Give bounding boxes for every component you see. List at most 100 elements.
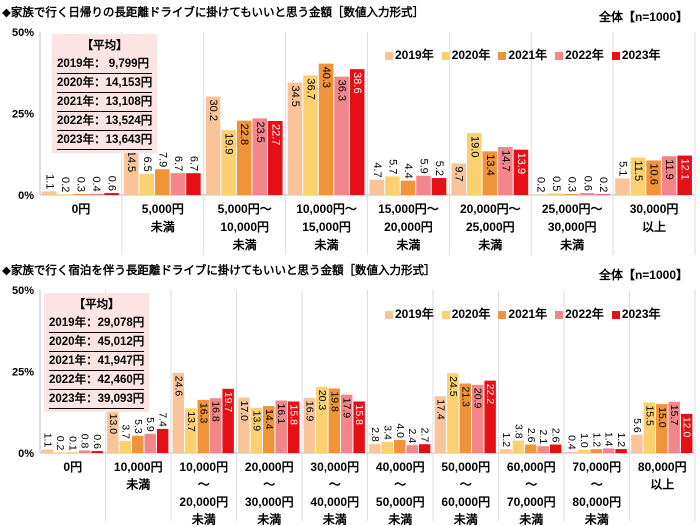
bar-2019年 (205, 96, 221, 195)
bar-2021年 (564, 194, 579, 195)
data-label: 13.9 (515, 153, 527, 174)
data-label: 4.0 (394, 423, 406, 438)
data-label: 24.5 (447, 376, 459, 397)
data-label: 5.9 (144, 417, 156, 432)
average-line: 2023年：13,643円 (57, 131, 153, 150)
average-line: 2019年： 9,799円 (57, 55, 153, 74)
data-label: 0.4 (565, 435, 577, 450)
bar-2019年 (42, 191, 57, 195)
bar-2019年 (41, 449, 54, 453)
bar-2023年 (91, 451, 103, 453)
data-label: 0.2 (59, 177, 71, 192)
category-label: 70,000円 (507, 495, 556, 509)
category-label: 20,000円 (384, 220, 433, 234)
category-label: ～ (198, 478, 210, 492)
bar-2022年 (209, 398, 222, 453)
category-label: 80,000円 (638, 460, 687, 474)
average-box: 【平均】 2019年： 9,799円 2020年：14,153円 2021年：13,1… (52, 34, 158, 153)
data-label: 0.6 (581, 176, 593, 191)
data-label: 34.5 (289, 86, 301, 107)
bar-2021年 (73, 194, 88, 195)
bar-2021年 (132, 435, 144, 453)
data-label: 1.2 (500, 432, 512, 447)
bar-2020年 (447, 373, 459, 453)
legend-label: 2019年 (395, 48, 434, 62)
legend: 2019年 2020年 2021年 2022年 2023年 (385, 46, 661, 63)
category-label: 50,000円 (376, 495, 425, 509)
average-line: 2021年：13,108円 (57, 93, 153, 112)
average-line: 2023年：39,093円 (49, 390, 145, 409)
data-label: 5.1 (616, 161, 628, 176)
legend-item: 2021年 (498, 46, 547, 63)
bar-2020年 (630, 157, 646, 195)
data-label: 1.4 (603, 432, 615, 447)
category-label: 未満 (518, 512, 543, 526)
category-label: 未満 (395, 237, 420, 252)
category-label: 30,000円 (548, 220, 597, 234)
bar-2020年 (381, 441, 394, 453)
category-label: 以上 (642, 219, 666, 234)
legend-swatch (385, 310, 393, 319)
data-label: 12.0 (681, 417, 693, 438)
data-label: 0.8 (79, 434, 91, 449)
y-tick-label: 0% (18, 448, 34, 460)
bar-2021年 (400, 180, 416, 195)
average-box: 【平均】 2019年：29,078円 2020年：45,012円 2021年：41,9… (44, 293, 150, 412)
bar-2021年 (236, 120, 252, 195)
average-line: 2019年：29,078円 (49, 314, 145, 333)
bar-2022年 (275, 400, 287, 453)
data-label: 38.6 (351, 72, 363, 93)
category-label: 30,000円 (630, 202, 679, 216)
bar-2022年 (668, 401, 680, 453)
category-label: 10,000円 (220, 220, 269, 234)
category-label: 15,000円 (302, 220, 351, 234)
y-tick-label: 50% (12, 27, 34, 39)
bar-2021年 (197, 399, 209, 453)
data-label: 0.3 (74, 177, 86, 192)
legend-swatch (385, 51, 393, 60)
category-label: 未満 (150, 219, 175, 234)
bar-2022年 (498, 147, 513, 195)
bar-2023年 (104, 193, 119, 195)
data-label: 21.3 (459, 387, 471, 408)
legend-label: 2020年 (451, 48, 491, 62)
data-label: 0.2 (54, 436, 66, 451)
category-label: 未満 (453, 512, 478, 526)
data-label: 17.4 (434, 399, 446, 420)
data-label: 6.5 (141, 157, 153, 172)
bar-2023年 (680, 413, 693, 453)
data-label: 0.6 (91, 434, 103, 449)
bar-2023年 (484, 380, 496, 453)
bar-2023年 (222, 388, 234, 453)
bar-2022年 (537, 446, 549, 453)
data-label: 16.9 (303, 401, 315, 422)
category-label: 未満 (256, 512, 281, 526)
category-label: ～ (394, 478, 406, 492)
data-label: 2.1 (537, 430, 549, 445)
data-label: 5.3 (132, 419, 144, 434)
data-label: 16.1 (275, 404, 287, 425)
data-label: 23.5 (254, 121, 266, 142)
chart2-sample-size: 全体【n=1000】 (598, 268, 688, 282)
bar-2020年 (512, 440, 525, 453)
bar-2023年 (431, 178, 447, 195)
data-label: 16.8 (210, 401, 222, 422)
data-label: 19.8 (328, 391, 340, 412)
bar-2022年 (334, 76, 349, 195)
data-label: 3.4 (381, 425, 393, 440)
bar-2023年 (268, 120, 283, 195)
category-label: 25,000円 (466, 220, 515, 234)
legend-item: 2020年 (441, 46, 491, 63)
legend-item: 2023年 (611, 46, 661, 63)
data-label: 19.0 (468, 136, 480, 157)
bar-2023年 (549, 444, 562, 453)
bar-2022年 (78, 450, 91, 453)
data-label: 3.7 (119, 424, 131, 439)
bar-2021年 (525, 444, 537, 453)
category-label: 60,000円 (507, 460, 556, 474)
average-line: 2020年：45,012円 (49, 333, 145, 352)
data-label: 5.2 (433, 161, 445, 176)
bar-2019年 (172, 372, 185, 453)
legend-label: 2023年 (621, 307, 661, 321)
